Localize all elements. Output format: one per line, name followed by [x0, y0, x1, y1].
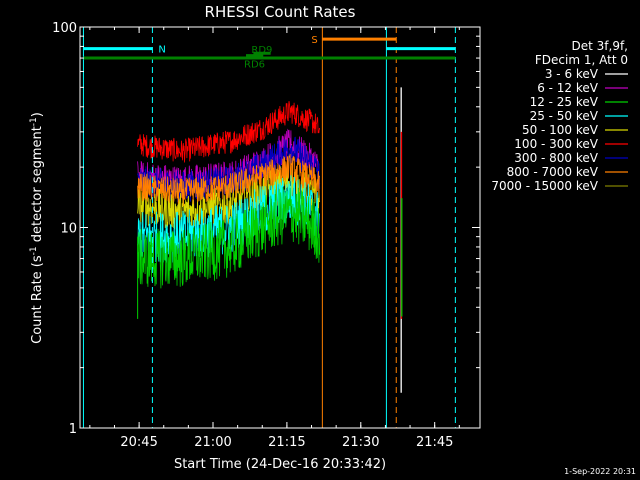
plot-area: N S RD6 RD9 [79, 26, 481, 429]
y-axis-label-exponent-2: -1 [29, 117, 39, 126]
legend-label-8: 7000 - 15000 keV [491, 179, 598, 193]
legend-label-6: 300 - 800 keV [514, 151, 598, 165]
series-5 [137, 153, 321, 207]
x-tick-label-1: 21:00 [194, 435, 231, 450]
y-tick-label-0: 1 [69, 422, 77, 437]
legend-label-3: 25 - 50 keV [530, 109, 599, 123]
x-tick-label-0: 20:45 [120, 435, 157, 450]
x-tick-label-3: 21:30 [342, 435, 379, 450]
footer-date: 1-Sep-2022 20:31 [564, 467, 636, 476]
y-tick-label-2: 100 [52, 21, 77, 36]
x-axis-ticks: 20:45 21:00 21:15 21:30 21:45 [89, 27, 460, 450]
y-axis-ticks: 1 10 100 [52, 21, 480, 437]
legend-label-7: 800 - 7000 keV [507, 165, 599, 179]
series-7 [137, 186, 321, 289]
rd9-flag-label: RD9 [251, 45, 272, 56]
legend-label-4: 50 - 100 keV [522, 123, 599, 137]
legend-header-line-2: FDecim 1, Att 0 [535, 53, 628, 67]
x-tick-label-4: 21:45 [416, 435, 453, 450]
night-flag-1-label: N [158, 45, 165, 56]
y-axis-label-exponent-1: -1 [29, 246, 39, 255]
y-axis-label-main: Count Rate (s [30, 255, 45, 344]
rd6-flag-label: RD6 [244, 60, 265, 71]
legend-label-1: 6 - 12 keV [537, 81, 599, 95]
y-axis-label-end: ) [30, 112, 45, 117]
legend-label-5: 100 - 300 keV [514, 137, 598, 151]
chart-title: RHESSI Count Rates [205, 3, 356, 21]
saa-flag-label: S [311, 35, 317, 46]
series-1 [137, 101, 321, 163]
legend-label-2: 12 - 25 keV [530, 95, 599, 109]
legend-header-line-1: Det 3f,9f, [572, 39, 629, 53]
y-axis-label-middle: detector segment [30, 126, 45, 246]
series-4 [137, 166, 321, 232]
x-axis-label: Start Time (24-Dec-16 20:33:42) [174, 457, 386, 472]
y-axis-label: Count Rate (s-1 detector segment-1) [29, 112, 45, 344]
legend-label-0: 3 - 6 keV [545, 67, 599, 81]
series-0 [137, 70, 321, 103]
x-tick-label-2: 21:15 [268, 435, 305, 450]
y-tick-label-1: 10 [60, 222, 77, 237]
